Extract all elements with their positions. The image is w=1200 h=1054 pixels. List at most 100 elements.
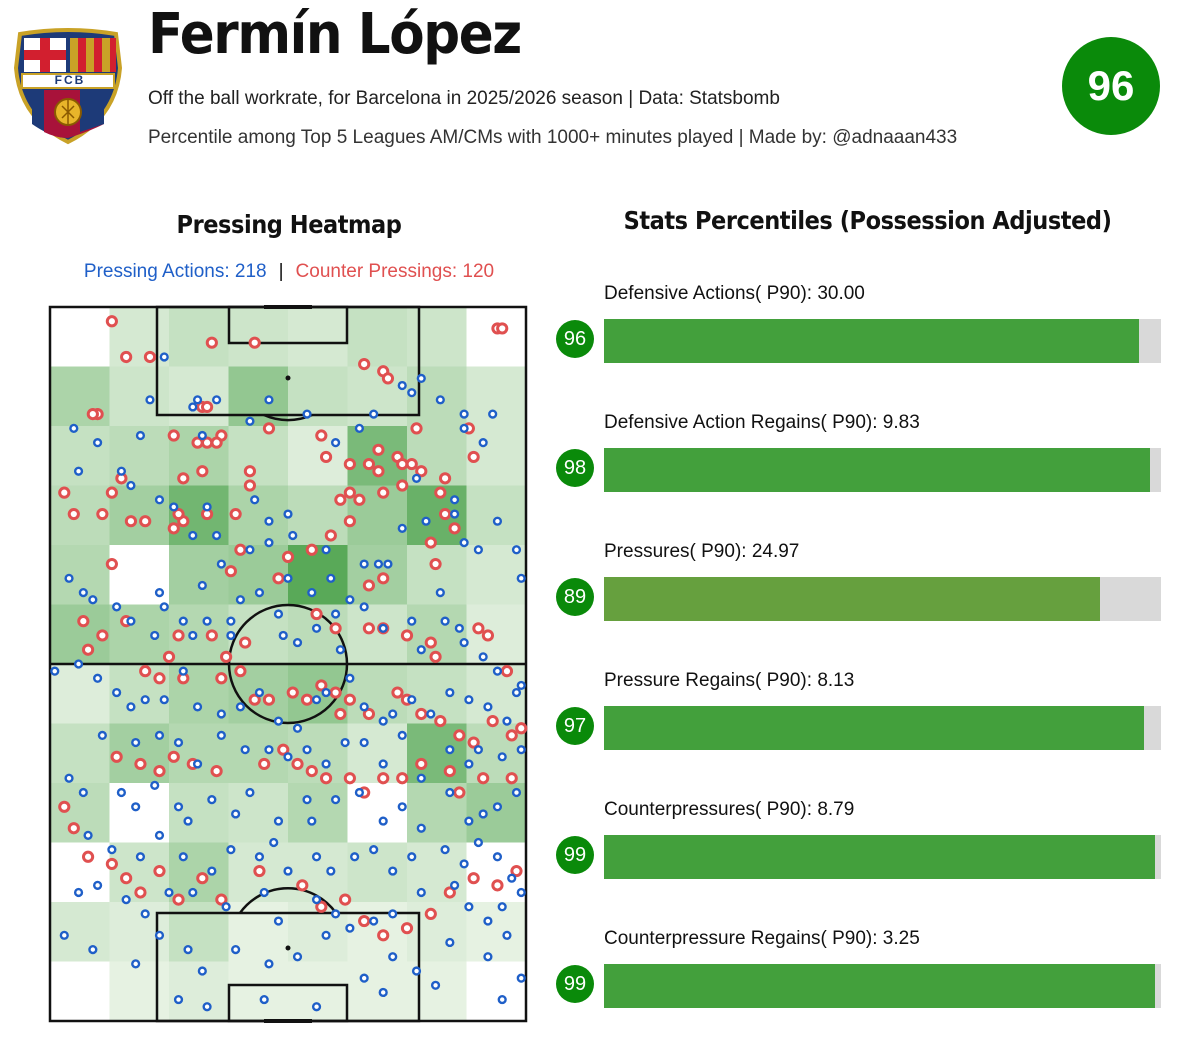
heatmap-cell <box>288 842 348 903</box>
counter-pressing-point <box>477 772 490 785</box>
pressing-action-point <box>183 816 193 826</box>
counter-pressing-point <box>67 822 80 835</box>
pressing-action-point <box>135 852 146 862</box>
stat-bar-fill <box>604 577 1100 621</box>
pressing-action-point <box>388 909 398 919</box>
pressing-action-point <box>440 616 450 626</box>
counter-pressing-point <box>305 765 318 778</box>
counter-pressing-point <box>410 422 423 435</box>
pressing-action-point <box>397 730 407 741</box>
stat-percentile-badge: 99 <box>556 836 594 874</box>
pressing-action-point <box>92 438 103 448</box>
pressing-action-point <box>292 723 303 733</box>
counter-pressing-point <box>453 786 466 799</box>
pressing-action-point <box>69 423 79 433</box>
stat-bar-fill <box>604 706 1145 750</box>
pressing-action-point <box>450 495 460 505</box>
pressing-action-point <box>407 695 417 705</box>
counter-pressing-point <box>396 772 409 785</box>
pressing-action-point <box>150 780 160 790</box>
pressing-action-point <box>407 852 417 862</box>
pressing-action-point <box>359 973 369 983</box>
pressing-action-point <box>459 637 469 648</box>
heatmap-cell <box>169 783 229 843</box>
heatmap-cell <box>288 545 348 605</box>
pressing-action-point <box>302 409 312 419</box>
heatmap-cell <box>288 723 348 784</box>
pressing-action-point <box>473 745 484 755</box>
pressing-action-point <box>511 687 522 698</box>
stat-percentile-badge: 97 <box>556 707 594 745</box>
counter-pressing-point <box>339 893 352 906</box>
heatmap-cell <box>288 307 348 367</box>
counter-pressing-point <box>224 565 237 578</box>
counter-pressing-point <box>77 615 90 628</box>
pressing-action-point <box>331 609 341 619</box>
stat-label: Pressures( P90): 24.97 <box>604 541 800 562</box>
counter-pressing-point <box>86 408 99 421</box>
counter-pressing-point <box>515 722 528 735</box>
pressing-action-point <box>454 623 464 633</box>
pressing-action-point <box>273 816 284 826</box>
counter-pressing-point <box>481 629 495 642</box>
pressing-action-point <box>378 759 388 769</box>
pressing-action-point <box>497 752 507 762</box>
heatmap-cell <box>347 604 408 665</box>
pressing-action-point <box>502 716 512 726</box>
pressing-action-point <box>416 887 426 898</box>
pressing-action-point <box>273 716 284 726</box>
pressing-action-point <box>202 1002 212 1012</box>
pressing-action-point <box>188 402 198 412</box>
pressing-action-point <box>164 887 174 898</box>
pressing-action-point <box>383 559 393 569</box>
counter-pressing-point <box>81 643 95 656</box>
pressing-action-point <box>226 630 236 641</box>
counter-pressing-point <box>105 557 118 571</box>
counter-pressing-point <box>177 472 190 485</box>
pressing-action-point <box>416 773 426 783</box>
heatmap-cell <box>407 902 467 962</box>
counter-pressing-point <box>377 572 390 585</box>
counter-pressing-point <box>305 543 318 556</box>
pressing-action-point <box>492 666 503 676</box>
pressing-action-point <box>359 737 369 748</box>
pressing-action-point <box>445 787 455 798</box>
counter-pressing-point <box>343 772 356 785</box>
heatmap-cell <box>347 723 408 784</box>
stat-bar-track <box>604 577 1161 621</box>
counter-pressing-point <box>472 622 485 635</box>
heatmap-cell <box>169 902 229 962</box>
counter-pressing-point <box>200 400 214 414</box>
stat-bar-fill <box>604 448 1150 492</box>
counter-pressing-point <box>234 543 247 556</box>
heatmap-cell <box>228 307 289 367</box>
heatmap-cell <box>466 485 527 546</box>
heatmap-cell <box>169 307 229 367</box>
pressing-action-point <box>473 837 484 848</box>
pressing-action-point <box>483 702 493 712</box>
stat-percentile-badge: 96 <box>556 320 594 358</box>
pressing-action-point <box>373 559 384 569</box>
counter-pressing-point <box>134 757 147 771</box>
counter-pressing-point <box>172 893 185 906</box>
heatmap-cell <box>466 545 527 605</box>
pressing-action-point <box>407 616 417 626</box>
counter-pressing-point <box>215 672 228 685</box>
heatmap-legend: Pressing Actions: 218 | Counter Pressings:… <box>50 261 528 283</box>
counter-pressing-point <box>491 879 504 892</box>
pressing-action-point <box>345 595 355 605</box>
counter-pressing-point <box>415 707 428 721</box>
pressing-action-point <box>478 652 488 662</box>
counter-pressing-point <box>167 750 180 763</box>
pressing-action-point <box>516 680 526 691</box>
counter-pressing-point <box>96 629 109 642</box>
heatmap-cell <box>407 366 467 427</box>
counter-pressing-point <box>234 665 247 678</box>
counter-pressing-point <box>81 850 95 863</box>
counter-pressing-point <box>372 465 385 478</box>
pressing-action-point <box>359 559 369 569</box>
heatmap-cell <box>109 307 170 367</box>
pressing-action-point <box>212 530 222 541</box>
stat-label: Counterpressure Regains( P90): 3.25 <box>604 928 920 949</box>
pressing-action-point <box>326 866 336 876</box>
